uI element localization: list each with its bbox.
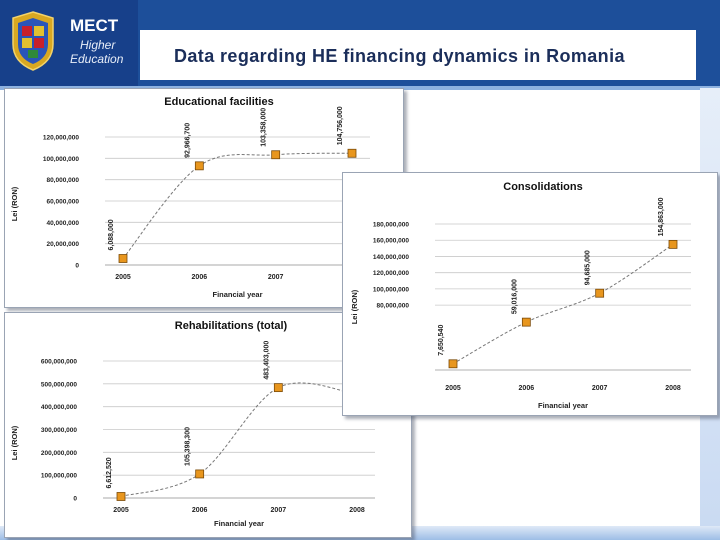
y-tick-label: 120,000,000 xyxy=(43,135,80,142)
x-tick-label: 2005 xyxy=(115,274,131,281)
y-tick-label: 200,000,000 xyxy=(41,450,78,457)
coat-of-arms-icon xyxy=(12,11,54,71)
y-axis-label: Lei (RON) xyxy=(10,425,19,460)
y-tick-label: 100,000,000 xyxy=(43,156,80,163)
x-tick-label: 2005 xyxy=(445,385,461,392)
brand-subtitle-line2: Education xyxy=(70,52,124,66)
y-tick-label: 500,000,000 xyxy=(41,381,78,388)
x-tick-label: 2008 xyxy=(665,385,681,392)
data-point xyxy=(118,254,128,263)
y-axis-label: Lei (RON) xyxy=(350,289,359,324)
brand-name: MECT xyxy=(70,16,119,35)
x-tick-label: 2007 xyxy=(268,274,284,281)
data-label: 104,756,000 xyxy=(337,106,344,145)
data-label: 154,863,000 xyxy=(658,197,665,236)
y-tick-label: 180,000,000 xyxy=(373,222,410,229)
y-tick-label: 100,000,000 xyxy=(373,286,410,293)
x-tick-label: 2006 xyxy=(519,385,535,392)
y-tick-label: 400,000,000 xyxy=(41,404,78,411)
data-point xyxy=(347,148,357,158)
data-point xyxy=(194,161,204,171)
chart-title: Educational facilities xyxy=(164,96,273,108)
data-point xyxy=(116,492,126,501)
y-tick-label: 60,000,000 xyxy=(46,199,79,206)
x-tick-label: 2008 xyxy=(349,507,365,514)
series-line xyxy=(122,152,353,259)
chart-consolidations: Consolidations 80,000,000 100,000,000 120,0… xyxy=(342,172,718,416)
y-tick-label: 100,000,000 xyxy=(41,473,78,480)
data-label: 103,358,000 xyxy=(261,108,268,147)
data-label: 94,685,000 xyxy=(585,250,592,285)
chart-rehabilitations-svg: Rehabilitations (total) 0 100,000,000 200,0… xyxy=(10,320,375,528)
x-tick-label: 2007 xyxy=(271,507,287,514)
data-point xyxy=(595,288,605,298)
y-tick-label: 300,000,000 xyxy=(41,427,78,434)
y-tick-label: 0 xyxy=(75,263,79,270)
data-point xyxy=(273,383,283,393)
y-tick-label: 120,000,000 xyxy=(373,270,410,277)
x-axis-label: Financial year xyxy=(538,401,588,410)
y-tick-label: 40,000,000 xyxy=(46,220,79,227)
y-tick-label: 600,000,000 xyxy=(41,359,78,366)
data-label: 92,966,700 xyxy=(184,123,191,158)
series-line xyxy=(120,382,358,497)
x-tick-label: 2007 xyxy=(592,385,608,392)
data-label: 6,088,000 xyxy=(108,219,115,250)
y-tick-label: 80,000,000 xyxy=(46,177,79,184)
series-line xyxy=(452,243,674,365)
chart-consolidations-svg: Consolidations 80,000,000 100,000,000 120,0… xyxy=(350,181,691,410)
y-tick-label: 80,000,000 xyxy=(376,303,409,310)
data-label: 6,612,520 xyxy=(106,457,113,488)
data-point xyxy=(271,150,281,160)
data-point xyxy=(195,469,205,479)
x-tick-label: 2005 xyxy=(113,507,129,514)
x-tick-label: 2006 xyxy=(192,274,208,281)
y-tick-label: 0 xyxy=(73,496,77,503)
data-point xyxy=(448,359,458,369)
data-label: 59,016,000 xyxy=(511,279,518,314)
data-point xyxy=(668,239,678,249)
x-tick-label: 2006 xyxy=(192,507,208,514)
data-label: 7,650,540 xyxy=(438,325,445,356)
chart-title: Rehabilitations (total) xyxy=(175,320,288,332)
chart-title: Consolidations xyxy=(503,181,582,193)
brand-subtitle-line1: Higher xyxy=(80,38,116,52)
x-axis-label: Financial year xyxy=(214,519,264,528)
data-label: 483,403,000 xyxy=(263,341,270,380)
page-title: Data regarding HE financing dynamics in … xyxy=(174,46,625,66)
data-label: 105,398,300 xyxy=(185,427,192,466)
y-axis-label: Lei (RON) xyxy=(10,186,19,221)
data-point xyxy=(521,317,531,327)
x-axis-label: Financial year xyxy=(212,290,262,299)
y-tick-label: 20,000,000 xyxy=(46,241,79,248)
title-box xyxy=(140,30,696,80)
y-tick-label: 160,000,000 xyxy=(373,238,410,245)
chart-educational-facilities: Educational facilities 0 20,000,000 40,000,… xyxy=(4,88,404,308)
y-tick-label: 140,000,000 xyxy=(373,254,410,261)
